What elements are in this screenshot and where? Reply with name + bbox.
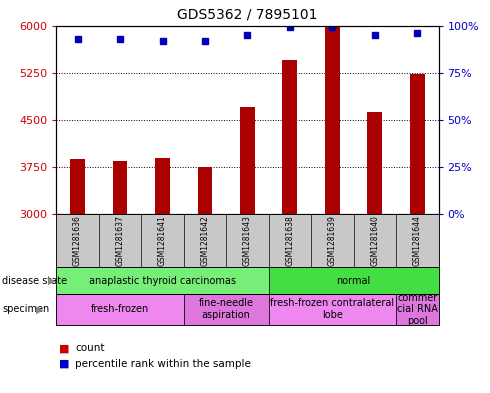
Text: commer
cial RNA
pool: commer cial RNA pool [397,293,438,326]
Text: GSM1281644: GSM1281644 [413,215,422,266]
Bar [410,74,425,214]
Text: GSM1281643: GSM1281643 [243,215,252,266]
Text: ■: ■ [59,343,69,353]
Text: ■: ■ [59,359,69,369]
Bar [282,60,297,214]
Text: normal: normal [337,275,371,286]
Text: specimen: specimen [2,304,49,314]
Bar [368,112,382,214]
Text: GSM1281640: GSM1281640 [370,215,379,266]
Bar [113,162,127,214]
Text: count: count [75,343,104,353]
Bar [197,167,213,214]
Bar [155,158,170,214]
Text: percentile rank within the sample: percentile rank within the sample [75,359,251,369]
Text: fresh-frozen: fresh-frozen [91,304,149,314]
Text: ▶: ▶ [48,275,55,286]
Text: GSM1281638: GSM1281638 [285,215,294,266]
Text: disease state: disease state [2,275,68,286]
Text: ▶: ▶ [36,304,44,314]
Bar [70,160,85,214]
Title: GDS5362 / 7895101: GDS5362 / 7895101 [177,7,318,22]
Text: GSM1281641: GSM1281641 [158,215,167,266]
Text: anaplastic thyroid carcinomas: anaplastic thyroid carcinomas [89,275,236,286]
Text: fresh-frozen contralateral
lobe: fresh-frozen contralateral lobe [270,299,394,320]
Bar [325,27,340,214]
Text: GSM1281642: GSM1281642 [200,215,210,266]
Text: GSM1281636: GSM1281636 [73,215,82,266]
Text: fine-needle
aspiration: fine-needle aspiration [199,299,254,320]
Bar [240,107,255,214]
Text: GSM1281639: GSM1281639 [328,215,337,266]
Text: GSM1281637: GSM1281637 [116,215,124,266]
